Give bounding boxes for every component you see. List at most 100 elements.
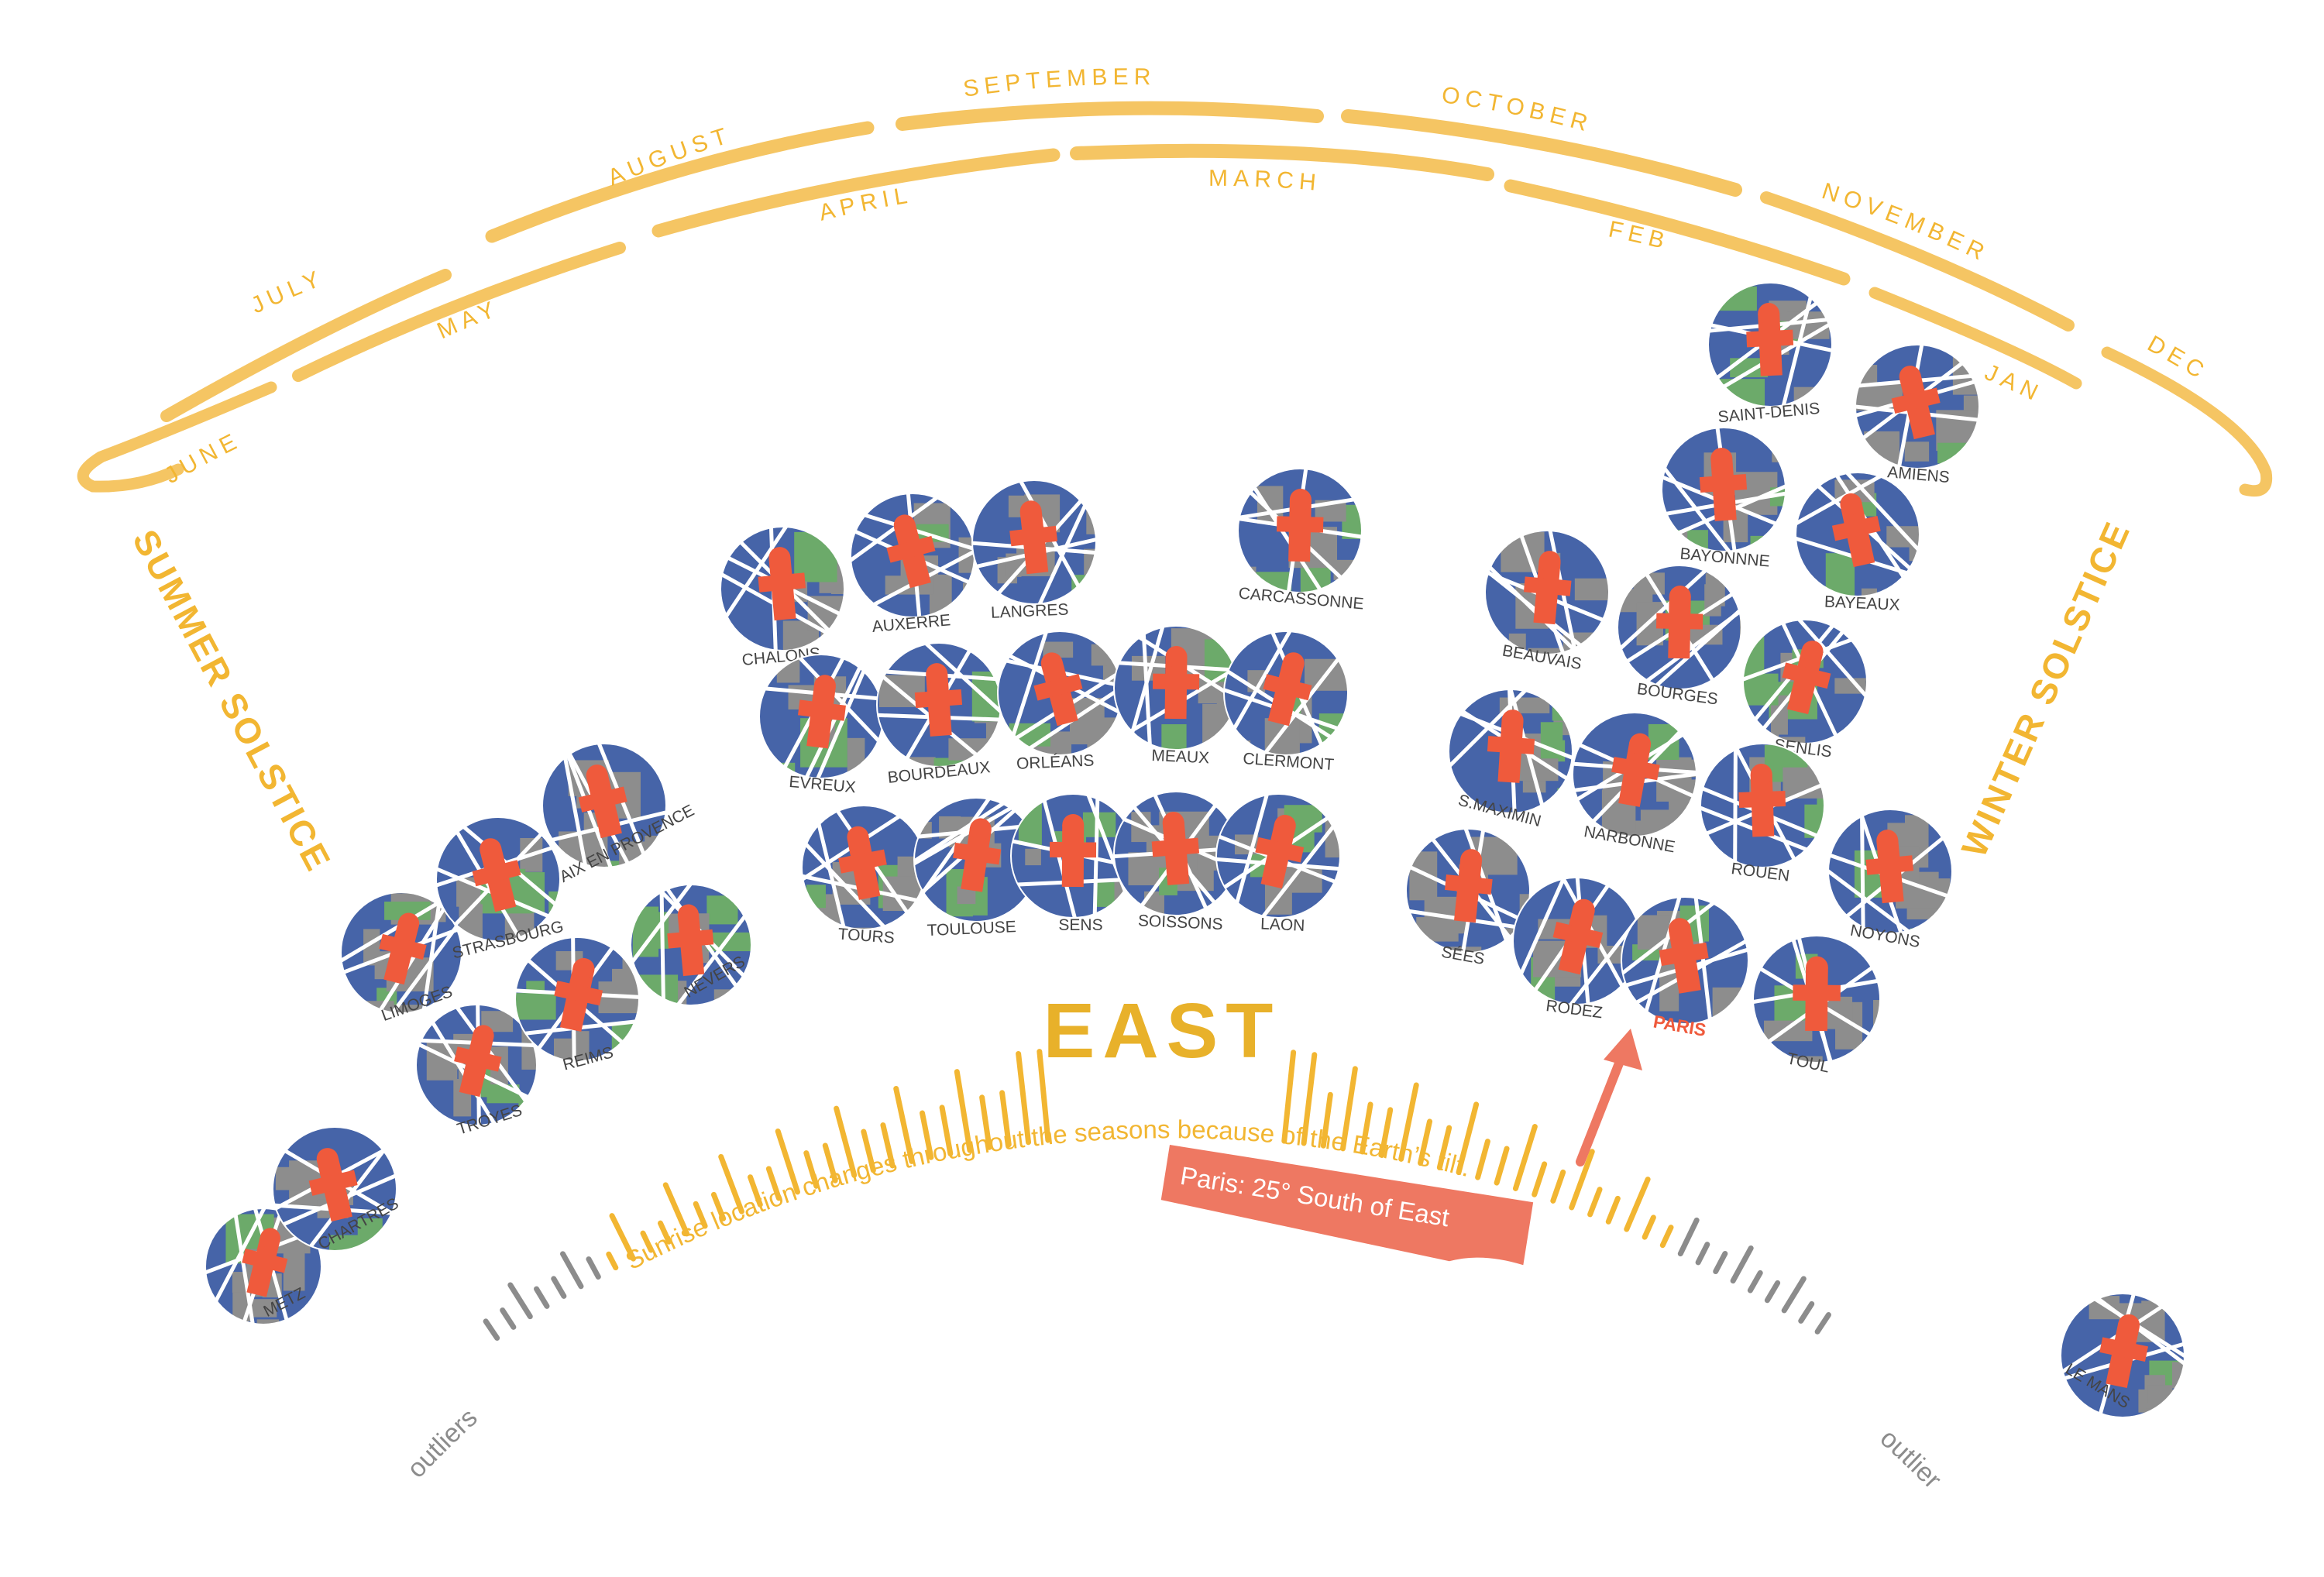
cathedral-footprint — [1151, 812, 1200, 886]
cathedral-footprint — [797, 675, 846, 749]
cathedral-apse — [847, 826, 869, 848]
map-street — [1828, 819, 1952, 933]
cathedral-footprint — [1865, 830, 1914, 904]
city-map-tiles — [1743, 620, 1867, 744]
cathedral-transept — [1152, 673, 1200, 690]
sunrise-tick — [534, 1286, 550, 1309]
city-map-carcassonne: CARCASSONNE — [1237, 468, 1364, 613]
map-border — [1661, 427, 1786, 552]
cathedral-footprint — [1552, 898, 1604, 975]
sunrise-tick — [1512, 1124, 1538, 1191]
inner-arc-june-b — [79, 454, 105, 486]
sunrise-tick — [1037, 1049, 1051, 1143]
map-block — [1772, 431, 1786, 462]
cathedral-transept — [1263, 674, 1312, 701]
map-block — [1912, 572, 1920, 596]
cathedral-apse — [1801, 641, 1824, 663]
map-street — [1114, 626, 1185, 750]
map-block — [1786, 311, 1830, 339]
map-border — [1700, 743, 1825, 868]
city-map-soissons: SOISSONS — [1113, 791, 1239, 933]
map-street — [720, 527, 844, 651]
month-june: JUNE — [160, 427, 240, 489]
sunrise-tick — [1605, 1195, 1621, 1225]
cathedral-transept — [1746, 329, 1794, 348]
cathedral-footprint — [838, 826, 887, 900]
map-border — [1855, 344, 1980, 469]
sunrise-tick — [586, 1256, 601, 1280]
outer-arc-october — [1341, 109, 1742, 197]
city-label-auxerre: AUXERRE — [871, 611, 951, 636]
map-street — [658, 885, 667, 1005]
map-street — [416, 1035, 537, 1050]
map-block — [713, 989, 744, 1005]
cathedral-transept — [953, 842, 1002, 865]
sunrise-tick — [1320, 1091, 1333, 1149]
city-map-senlis: SENLIS — [1742, 619, 1868, 761]
city-map-tiles — [1618, 565, 1741, 689]
map-block — [1864, 431, 1900, 468]
city-map-le-mans: LE MANS — [2060, 1293, 2185, 1418]
map-border — [1795, 472, 1920, 597]
sunrise-tick — [710, 1191, 727, 1221]
cathedral-apse — [768, 547, 791, 569]
cathedral-footprint — [554, 957, 603, 1032]
map-street — [1859, 809, 1866, 933]
cathedral-transept — [914, 689, 963, 709]
outer-arc-dec — [2101, 346, 2273, 497]
sunrise-tick — [1016, 1050, 1032, 1146]
outliers-left-label: outliers — [401, 1403, 483, 1483]
outer-arc-november — [1760, 191, 2075, 332]
map-block — [2089, 1296, 2120, 1320]
cathedral-footprint — [2099, 1314, 2149, 1388]
map-street — [808, 806, 926, 929]
city-map-tiles — [914, 798, 1038, 922]
map-block — [2146, 1408, 2174, 1417]
map-block — [1873, 1000, 1880, 1033]
sunrise-tick — [1456, 1101, 1480, 1176]
city-label-laon: LAON — [1260, 915, 1305, 934]
city-map-chalons: CHALONS — [720, 526, 845, 669]
map-street — [914, 798, 1020, 922]
map-block — [1844, 1060, 1866, 1063]
map-block — [1071, 575, 1096, 604]
cathedral-footprint — [1699, 448, 1748, 521]
cathedral-transept — [1699, 473, 1748, 493]
sunrise-tick — [1532, 1161, 1548, 1197]
sunrise-tick — [979, 1094, 992, 1150]
sunrise-tick — [775, 1128, 800, 1195]
sunrise-tick — [657, 1220, 672, 1245]
sunrise-tick — [1695, 1242, 1710, 1266]
cathedral-apse — [969, 818, 992, 840]
map-block — [381, 1005, 422, 1013]
month-label-july: JULY — [247, 265, 328, 319]
paris-arrow — [1576, 1029, 1642, 1166]
city-map-toul: TOUL — [1752, 935, 1881, 1077]
map-border — [1572, 712, 1697, 837]
cathedral-footprint — [886, 514, 936, 589]
map-block — [1520, 1000, 1545, 1005]
sunrise-tick — [954, 1069, 973, 1153]
map-border — [971, 479, 1097, 605]
map-street — [1573, 759, 1697, 782]
cathedral-apse — [316, 1148, 339, 1170]
map-block — [1025, 848, 1041, 866]
sunrise-tick — [693, 1201, 708, 1229]
cathedral-apse — [1710, 448, 1733, 470]
city-map-tiles — [1621, 897, 1748, 1024]
map-block — [1715, 379, 1765, 406]
map-block — [985, 718, 1001, 761]
cathedral-transept — [1255, 837, 1305, 863]
map-street — [998, 641, 1122, 755]
map-street — [972, 528, 1096, 588]
map-block — [847, 737, 865, 778]
cathedral-transept — [454, 1046, 502, 1072]
map-border — [340, 892, 462, 1014]
city-map-tiles — [2061, 1294, 2185, 1417]
cathedral-footprint — [1263, 652, 1312, 727]
map-street — [2061, 1331, 2185, 1404]
map-street — [1752, 620, 1867, 744]
cathedral-footprint — [379, 912, 427, 985]
cathedral-apse — [1876, 830, 1899, 852]
sunrise-tick — [1764, 1280, 1781, 1304]
